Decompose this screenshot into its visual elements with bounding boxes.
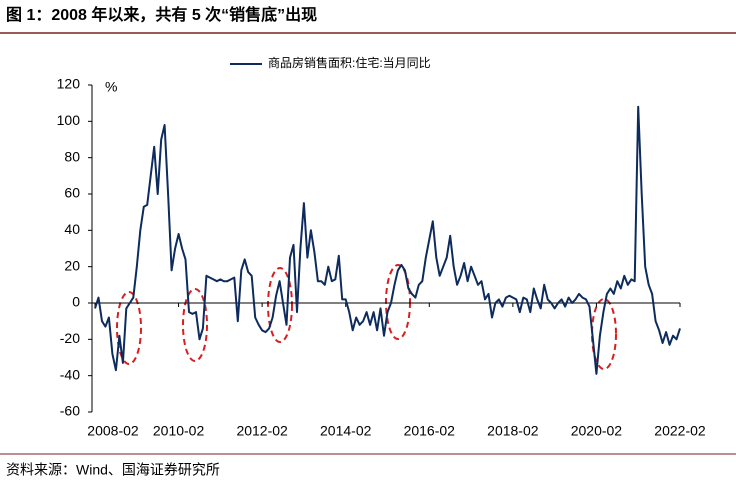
- y-tick-label: -20: [60, 330, 80, 346]
- y-tick-label: 80: [64, 148, 80, 164]
- x-tick-label: 2012-02: [236, 423, 288, 439]
- y-tick-label: 40: [64, 221, 80, 237]
- source: 资料来源：Wind、国海证券研究所: [6, 462, 220, 478]
- x-tick-label: 2016-02: [404, 423, 456, 439]
- y-tick-label: 100: [57, 112, 81, 128]
- bottom-circle: [267, 267, 293, 343]
- y-tick-label: -60: [60, 403, 80, 419]
- legend-label: 商品房销售面积:住宅:当月同比: [268, 55, 431, 70]
- chart-title: 图 1：2008 年以来，共有 5 次“销售底”出现: [6, 5, 317, 24]
- annotations: [116, 264, 617, 370]
- y-tick-label: 60: [64, 185, 80, 201]
- x-tick-label: 2008-02: [87, 423, 139, 439]
- x-tick-label: 2010-02: [153, 423, 205, 439]
- bottom-circle: [385, 264, 411, 340]
- x-tick-label: 2020-02: [571, 423, 623, 439]
- y-unit: %: [105, 79, 117, 95]
- bottom-circle: [591, 298, 617, 370]
- x-tick-label: 2014-02: [320, 423, 372, 439]
- x-tick-label: 2018-02: [487, 423, 539, 439]
- y-tick-label: -40: [60, 366, 80, 382]
- y-tick-label: 0: [72, 294, 80, 310]
- y-tick-label: 20: [64, 257, 80, 273]
- x-tick-label: 2022-02: [654, 423, 706, 439]
- series-line: [94, 105, 681, 375]
- y-tick-label: 120: [57, 76, 81, 92]
- bottom-circle: [116, 291, 142, 365]
- bottom-circle: [182, 288, 208, 362]
